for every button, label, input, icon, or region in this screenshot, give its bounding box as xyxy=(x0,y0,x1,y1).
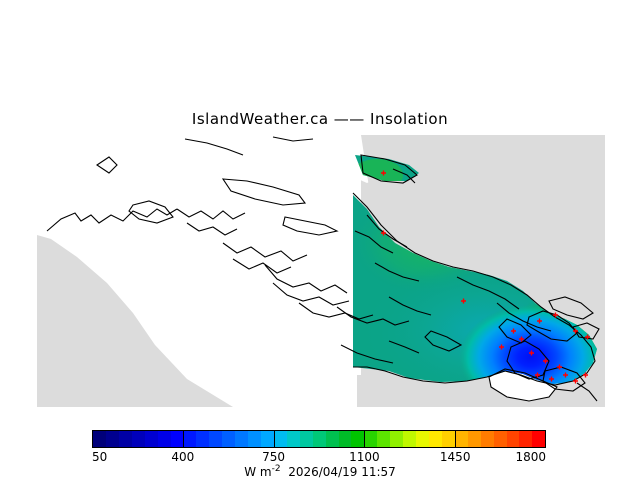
map-canvas[interactable] xyxy=(37,135,605,407)
station-marker[interactable] xyxy=(583,372,588,378)
map-panel[interactable] xyxy=(37,135,605,407)
colorbar-swatch-12 xyxy=(248,431,261,447)
colorbar-swatch-17 xyxy=(312,431,326,447)
colorbar-tick-750 xyxy=(273,430,275,448)
colorbar-swatch-16 xyxy=(299,431,313,447)
colorbar-swatch-9 xyxy=(209,431,223,447)
colorbar-swatch-28 xyxy=(454,431,468,447)
station-marker[interactable] xyxy=(557,364,562,370)
station-marker[interactable] xyxy=(529,350,534,356)
colorbar-label-400: 400 xyxy=(171,450,195,464)
colorbar-tick-1100 xyxy=(364,430,366,448)
station-marker[interactable] xyxy=(573,328,578,334)
colorbar-swatch-25 xyxy=(416,431,429,447)
station-marker[interactable] xyxy=(499,344,504,350)
colorbar-label-1800: 1800 xyxy=(515,450,546,464)
station-marker[interactable] xyxy=(537,318,542,324)
colorbar-swatch-11 xyxy=(235,431,249,447)
colorbar-swatch-33 xyxy=(519,431,533,447)
colorbar-swatch-27 xyxy=(441,431,455,447)
colorbar-swatch-18 xyxy=(325,431,339,447)
insolation-map-page: IslandWeather.ca —— Insolation xyxy=(0,110,640,479)
colorbar-swatch-21 xyxy=(364,431,378,447)
colorbar-label-750: 750 xyxy=(262,450,286,464)
colorbar-swatch-5 xyxy=(157,431,171,447)
timestamp: 2026/04/19 11:57 xyxy=(288,465,396,479)
colorbar-swatch-29 xyxy=(467,431,481,447)
station-marker[interactable] xyxy=(519,336,524,342)
colorbar-swatch-19 xyxy=(338,431,352,447)
station-marker[interactable] xyxy=(461,298,466,304)
colorbar-swatch-26 xyxy=(428,431,442,447)
colorbar-swatch-32 xyxy=(506,431,520,447)
station-markers[interactable] xyxy=(381,170,590,384)
coastline xyxy=(46,136,600,402)
colorbar-tick-1450 xyxy=(455,430,457,448)
colorbar-swatch-10 xyxy=(222,431,236,447)
station-marker[interactable] xyxy=(511,328,516,334)
colorbar-swatch-0 xyxy=(93,431,106,447)
station-marker[interactable] xyxy=(381,230,386,236)
page-title: IslandWeather.ca —— Insolation xyxy=(191,110,449,128)
station-marker[interactable] xyxy=(585,334,590,340)
station-marker[interactable] xyxy=(563,372,568,378)
colorbar-swatch-13 xyxy=(260,431,274,447)
colorbar-swatch-1 xyxy=(105,431,119,447)
colorbar-swatch-20 xyxy=(351,431,365,447)
station-marker[interactable] xyxy=(543,358,548,364)
colorbar-swatch-15 xyxy=(286,431,300,447)
colorbar-label-50: 50 xyxy=(92,450,108,464)
colorbar-label-1100: 1100 xyxy=(349,450,380,464)
colorbar-swatch-4 xyxy=(144,431,158,447)
units-label: W m xyxy=(244,465,272,479)
colorbar-swatch-8 xyxy=(196,431,210,447)
station-marker[interactable] xyxy=(553,312,558,318)
colorbar-tick-400 xyxy=(182,430,184,448)
sea-region xyxy=(37,135,605,407)
colorbar-swatch-23 xyxy=(390,431,404,447)
colorbar-swatch-30 xyxy=(480,431,494,447)
colorbar-swatch-3 xyxy=(131,431,145,447)
colorbar-swatch-22 xyxy=(377,431,391,447)
colorbar-swatch-2 xyxy=(118,431,132,447)
colorbar-gradient[interactable] xyxy=(92,430,546,448)
station-marker[interactable] xyxy=(535,372,540,378)
colorbar-swatch-31 xyxy=(493,431,507,447)
colorbar-units-and-time: W m-2 2026/04/19 11:57 xyxy=(0,464,640,493)
colorbar-swatch-6 xyxy=(170,431,184,447)
station-marker[interactable] xyxy=(381,170,386,176)
colorbar-swatch-7 xyxy=(183,431,197,447)
colorbar-tick-labels: 50 400 750 1100 1450 1800 xyxy=(0,450,640,466)
colorbar-swatch-14 xyxy=(273,431,287,447)
colorbar-label-1450: 1450 xyxy=(439,450,471,464)
station-marker[interactable] xyxy=(549,376,554,382)
colorbar[interactable] xyxy=(92,430,546,448)
station-marker[interactable] xyxy=(573,378,578,384)
units-exponent: -2 xyxy=(271,464,281,474)
colorbar-swatch-34 xyxy=(532,431,546,447)
colorbar-swatch-24 xyxy=(403,431,417,447)
